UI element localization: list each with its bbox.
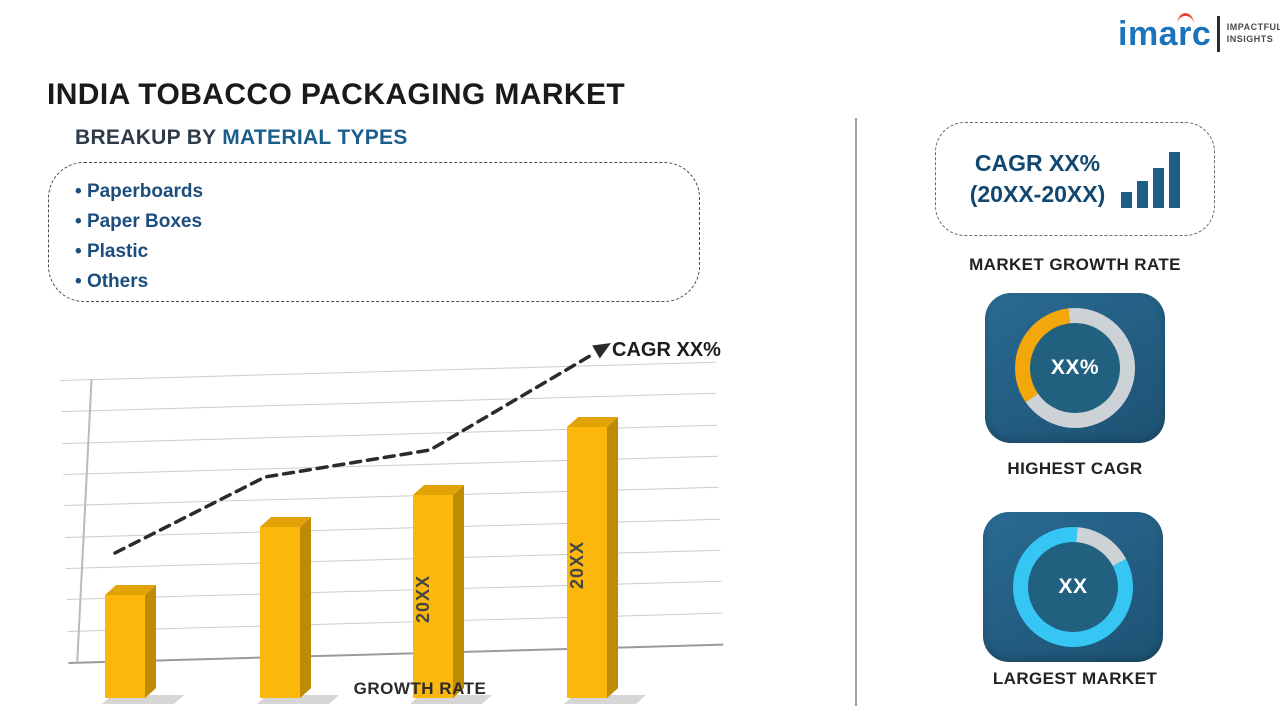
cagr-badge-text: CAGR XX% (20XX-20XX) — [970, 148, 1106, 210]
page-title: INDIA TOBACCO PACKAGING MARKET — [47, 78, 626, 112]
list-item: Paper Boxes — [75, 207, 699, 237]
highest-cagr-donut-chart: XX% — [1015, 308, 1135, 428]
cagr-period: (20XX-20XX) — [969, 181, 1106, 207]
breakup-heading-prefix: BREAKUP BY — [75, 126, 223, 149]
trend-arrow — [113, 343, 611, 555]
logo-tagline: IMPACTFUL INSIGHTS — [1227, 22, 1280, 45]
market-growth-rate-label: MARKET GROWTH RATE — [969, 255, 1181, 274]
largest-market-label: LARGEST MARKET — [992, 669, 1158, 688]
breakup-list: Paperboards Paper Boxes Plastic Others — [49, 163, 699, 297]
breakup-heading-highlight: MATERIAL TYPES — [222, 126, 408, 149]
bar-year1 — [105, 595, 145, 698]
highest-cagr-value: XX% — [1050, 356, 1100, 379]
imarc-logo-wordmark: imarc — [1118, 13, 1212, 53]
x-axis-title: GROWTH RATE — [353, 679, 487, 698]
ascending-bar-chart-icon — [1121, 150, 1181, 208]
highest-cagr-tile: XX% — [985, 293, 1165, 443]
bar-year3: 20XX — [413, 495, 453, 698]
logo-tagline-line2: INSIGHTS — [1226, 34, 1274, 44]
growth-rate-bar-chart: 20XX 20XX CAGR XX% GROWTH RATE — [60, 335, 760, 710]
logo-accent-arc-icon — [1176, 13, 1194, 25]
cagr-badge: CAGR XX% (20XX-20XX) — [935, 122, 1215, 236]
breakup-heading: BREAKUP BY MATERIAL TYPES — [75, 126, 408, 150]
bar-year4: 20XX — [567, 427, 607, 698]
trend-cagr-label: CAGR XX% — [612, 339, 721, 361]
donut-hole: XX — [1028, 542, 1118, 632]
breakup-box: Paperboards Paper Boxes Plastic Others — [48, 162, 700, 302]
largest-market-value: XX — [1058, 575, 1088, 598]
list-item: Others — [75, 267, 699, 297]
bar-year2 — [260, 527, 300, 698]
cagr-value: CAGR XX% — [974, 149, 1101, 176]
highest-cagr-label: HIGHEST CAGR — [1007, 459, 1143, 478]
donut-hole: XX% — [1030, 323, 1120, 413]
section-divider — [855, 118, 857, 706]
list-item: Paperboards — [75, 177, 699, 207]
largest-market-tile: XX — [983, 512, 1163, 662]
largest-market-donut-chart: XX — [1013, 527, 1133, 647]
logo-divider — [1217, 16, 1220, 52]
list-item: Plastic — [75, 237, 699, 267]
imarc-brand-text: imarc — [1118, 15, 1212, 53]
logo-tagline-line1: IMPACTFUL — [1226, 22, 1280, 33]
imarc-logo: imarc IMPACTFUL INSIGHTS — [1118, 13, 1280, 53]
arrowhead-icon — [592, 343, 611, 359]
